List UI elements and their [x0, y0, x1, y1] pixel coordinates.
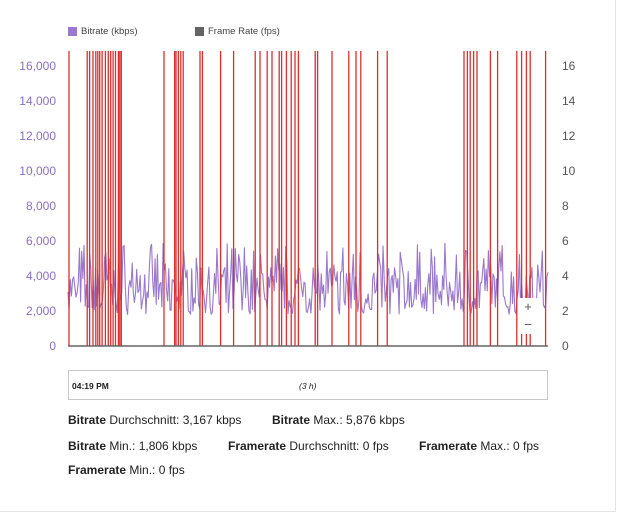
legend-swatch-bitrate	[68, 27, 77, 36]
left-tick-label: 16,000	[19, 59, 56, 73]
left-tick-label: 6,000	[26, 234, 56, 248]
right-tick-label: 0	[562, 339, 569, 353]
legend-item-bitrate[interactable]: Bitrate (kbps)	[68, 26, 138, 37]
stat-value: Min.: 0 fps	[126, 463, 185, 477]
stat-value: Durchschnitt: 0 fps	[286, 439, 389, 453]
stat-key: Framerate	[228, 439, 287, 453]
bitrate-series-layer	[67, 242, 549, 315]
right-tick-label: 14	[562, 94, 576, 108]
stat-value: Durchschnitt: 3,167 kbps	[106, 413, 242, 427]
right-tick-label: 10	[562, 164, 576, 178]
left-tick-label: 4,000	[26, 269, 56, 283]
stat-framerate-avg: Framerate Durchschnitt: 0 fps	[228, 439, 389, 453]
stat-key: Bitrate	[68, 439, 107, 453]
left-tick-label: 2,000	[26, 304, 56, 318]
right-tick-label: 6	[562, 234, 569, 248]
stat-key: Framerate	[419, 439, 478, 453]
right-tick-label: 8	[562, 199, 569, 213]
zoom-in-button[interactable]: +	[518, 298, 538, 316]
stat-bitrate-max: Bitrate Max.: 5,876 kbps	[272, 413, 405, 427]
legend-label-bitrate: Bitrate (kbps)	[81, 26, 138, 37]
bitrate-series-line	[67, 242, 549, 315]
legend-label-framerate: Frame Rate (fps)	[208, 26, 280, 37]
stat-value: Max.: 0 fps	[477, 439, 540, 453]
stat-key: Bitrate	[272, 413, 311, 427]
bitrate-framerate-chart: 0 2,000 4,000 6,000 8,000 10,000 12,000 14,000 1…	[19, 51, 576, 353]
stat-framerate-max: Framerate Max.: 0 fps	[419, 439, 539, 453]
left-tick-label: 8,000	[26, 199, 56, 213]
left-tick-label: 14,000	[19, 94, 56, 108]
stat-key: Framerate	[68, 463, 127, 477]
legend-item-framerate[interactable]: Frame Rate (fps)	[195, 26, 280, 37]
right-tick-label: 16	[562, 59, 576, 73]
stat-bitrate-avg: Bitrate Durchschnitt: 3,167 kbps	[68, 413, 241, 427]
left-tick-label: 10,000	[19, 164, 56, 178]
left-tick-label: 0	[49, 339, 56, 353]
event-markers-layer	[68, 51, 547, 346]
stat-key: Bitrate	[68, 413, 107, 427]
right-tick-label: 4	[562, 269, 569, 283]
right-tick-label: 2	[562, 304, 569, 318]
left-tick-label: 12,000	[19, 129, 56, 143]
stat-value: Max.: 5,876 kbps	[310, 413, 405, 427]
navigator-start-time: 04:19 PM	[72, 381, 109, 391]
right-tick-label: 12	[562, 129, 576, 143]
right-axis-ticks: 0 2 4 6 8 10 12 14 16	[562, 59, 576, 353]
time-navigator[interactable]: 04:19 PM (3 h)	[68, 370, 548, 400]
zoom-out-button[interactable]: −	[518, 316, 538, 334]
navigator-duration: (3 h)	[299, 381, 317, 391]
legend-swatch-framerate	[195, 27, 204, 36]
left-axis-ticks: 0 2,000 4,000 6,000 8,000 10,000 12,000 14,000 1…	[19, 59, 56, 353]
stat-framerate-min: Framerate Min.: 0 fps	[68, 463, 185, 477]
stat-bitrate-min: Bitrate Min.: 1,806 kbps	[68, 439, 197, 453]
stat-value: Min.: 1,806 kbps	[106, 439, 198, 453]
